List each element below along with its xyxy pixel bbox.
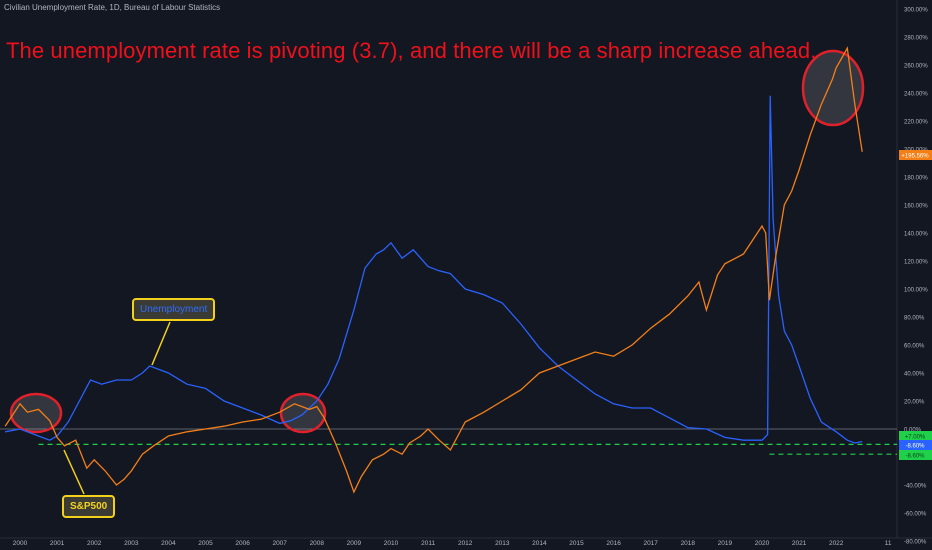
x-tick-label: 2000 xyxy=(13,540,28,547)
x-tick-label: 2015 xyxy=(569,540,584,547)
y-tick-label: 120.00% xyxy=(904,260,928,266)
unemployment-series-line xyxy=(5,95,863,444)
y-tick-label: 80.00% xyxy=(904,316,925,322)
x-tick-label: 2003 xyxy=(124,540,139,547)
x-tick-label: 2017 xyxy=(643,540,658,547)
price-badge-label: +195.56% xyxy=(901,154,929,160)
x-tick-label: 2004 xyxy=(161,540,176,547)
y-tick-label: 260.00% xyxy=(904,64,928,70)
x-axis-ticks: 2000 2001 2002 2003 2004 2005 2006 2007 2008 2009… xyxy=(13,540,892,547)
x-tick-label: 2001 xyxy=(50,540,65,547)
x-tick-label: 2018 xyxy=(681,540,696,547)
price-badge-label: -8.60% xyxy=(905,444,925,450)
highlight-circles xyxy=(9,49,865,434)
x-tick-label: 2005 xyxy=(198,540,213,547)
price-badge xyxy=(899,450,932,460)
price-badges: +195.56% +7.00% -8.60% -8.60% xyxy=(899,150,932,460)
y-tick-label: 180.00% xyxy=(904,176,928,182)
y-tick-label: 20.00% xyxy=(904,400,925,406)
x-tick-label: 2007 xyxy=(272,540,287,547)
x-tick-label: 2020 xyxy=(755,540,770,547)
y-tick-label: -40.00% xyxy=(904,484,927,490)
callout-pointer xyxy=(63,449,85,495)
highlight-ellipse xyxy=(801,49,865,127)
x-tick-label: 2016 xyxy=(606,540,621,547)
x-tick-label: 2009 xyxy=(347,540,362,547)
y-tick-label: 300.00% xyxy=(904,8,928,14)
y-tick-label: 220.00% xyxy=(904,120,928,126)
price-badge xyxy=(899,150,932,160)
x-tick-label: 2019 xyxy=(718,540,733,547)
x-tick-label: 11 xyxy=(885,540,892,547)
y-tick-label: 0.00% xyxy=(904,428,922,434)
callout-pointer xyxy=(151,321,171,366)
y-tick-label: 140.00% xyxy=(904,232,928,238)
y-tick-label: 100.00% xyxy=(904,288,928,294)
x-tick-label: 2011 xyxy=(421,540,435,547)
price-badge-label: +7.00% xyxy=(905,435,926,441)
x-tick-label: 2008 xyxy=(310,540,325,547)
y-tick-label: 280.00% xyxy=(904,36,928,42)
x-tick-label: 2010 xyxy=(384,540,399,547)
sp500-callout: S&P500 xyxy=(62,495,116,518)
y-tick-label: 160.00% xyxy=(904,204,928,210)
x-tick-label: 2013 xyxy=(495,540,510,547)
x-tick-label: 2006 xyxy=(235,540,250,547)
y-tick-label: 40.00% xyxy=(904,372,925,378)
headline-annotation: The unemployment rate is pivoting (3.7),… xyxy=(6,38,817,63)
x-tick-label: 2014 xyxy=(532,540,547,547)
y-tick-label: 240.00% xyxy=(904,92,928,98)
y-axis-ticks: 300.00%280.00%260.00%240.00%220.00%200.0… xyxy=(904,8,928,546)
y-tick-label: 60.00% xyxy=(904,344,925,350)
y-tick-label: -60.00% xyxy=(904,512,927,518)
y-tick-label: -80.00% xyxy=(904,540,927,546)
sp500-series-line xyxy=(4,46,863,494)
x-tick-label: 2012 xyxy=(458,540,473,547)
unemployment-callout: Unemployment xyxy=(132,298,216,321)
price-badge-label: -8.60% xyxy=(905,454,925,460)
highlight-ellipse xyxy=(9,392,63,434)
x-tick-label: 2022 xyxy=(829,540,844,547)
x-tick-label: 2002 xyxy=(87,540,102,547)
chart-source-title: Civilian Unemployment Rate, 1D, Bureau o… xyxy=(4,3,221,12)
x-tick-label: 2021 xyxy=(792,540,807,547)
price-badge xyxy=(899,431,932,441)
price-badge xyxy=(899,440,932,450)
